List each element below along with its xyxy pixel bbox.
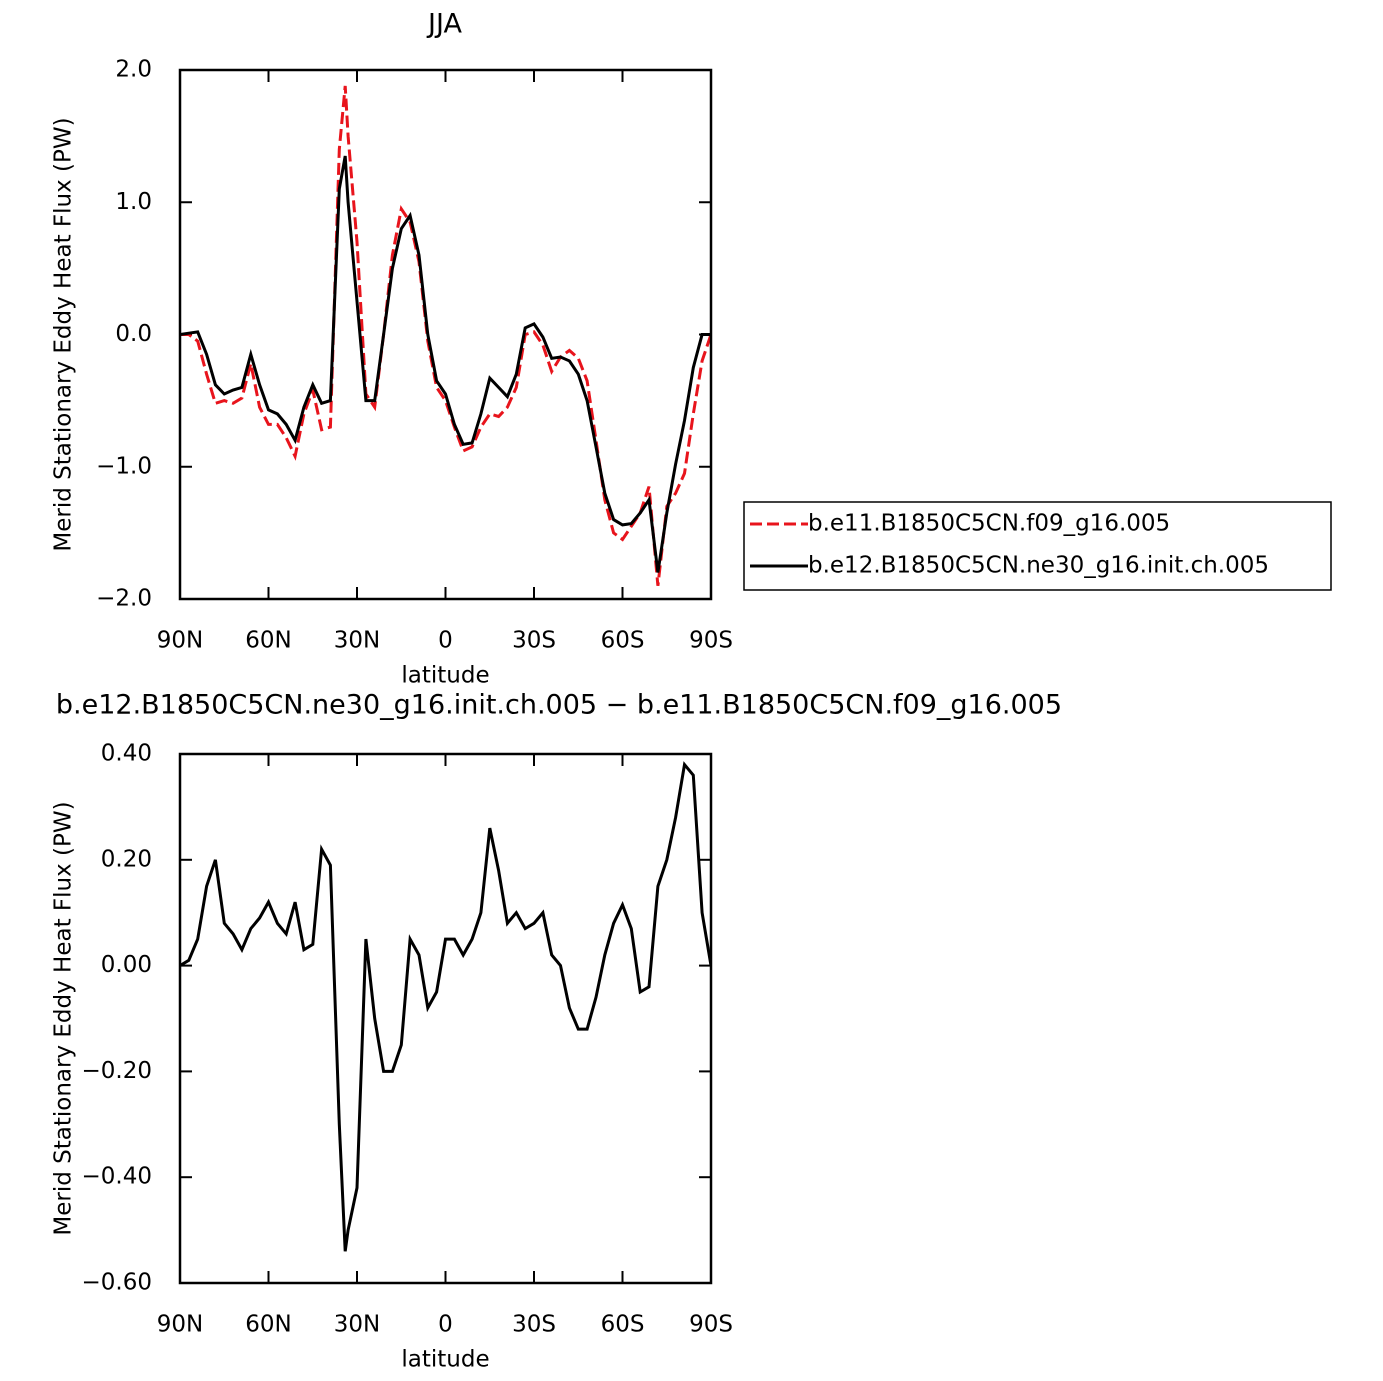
y-tick-label: −0.20 — [82, 1058, 152, 1084]
y-tick-label: 0.40 — [101, 741, 152, 767]
y-tick-label: −0.40 — [82, 1164, 152, 1190]
y-axis-label: Merid Stationary Eddy Heat Flux (PW) — [51, 117, 77, 551]
plot-frame — [178, 752, 713, 1285]
x-tick-label: 90S — [689, 1312, 733, 1338]
chart-title: b.e12.B1850C5CN.ne30_g16.init.ch.005 − b… — [56, 690, 1062, 721]
y-tick-label: 1.0 — [115, 189, 152, 215]
legend-box — [743, 501, 1332, 591]
x-tick-label: 60N — [245, 628, 291, 654]
y-axis-label: Merid Stationary Eddy Heat Flux (PW) — [51, 801, 77, 1235]
x-tick-label: 60S — [601, 1312, 645, 1338]
x-tick-label: 0 — [438, 1312, 453, 1338]
legend-label: b.e11.B1850C5CN.f09_g16.005 — [808, 511, 1170, 537]
series-line — [180, 155, 711, 573]
chart-title: JJA — [426, 9, 462, 40]
plot-frame — [178, 68, 713, 601]
y-tick-label: −1.0 — [96, 453, 152, 479]
x-tick-label: 30S — [512, 1312, 556, 1338]
x-axis-label: latitude — [401, 1347, 489, 1373]
y-tick-label: 0.20 — [101, 846, 152, 872]
series-line — [180, 85, 711, 586]
x-tick-label: 30S — [512, 628, 556, 654]
x-axis-label: latitude — [401, 663, 489, 689]
x-tick-label: 90N — [157, 1312, 203, 1338]
y-tick-label: −0.60 — [82, 1270, 152, 1296]
y-tick-label: 2.0 — [115, 57, 152, 83]
x-tick-label: 0 — [438, 628, 453, 654]
x-tick-label: 60N — [245, 1312, 291, 1338]
x-tick-label: 90S — [689, 628, 733, 654]
y-tick-label: 0.0 — [115, 321, 152, 347]
x-tick-label: 60S — [601, 628, 645, 654]
x-tick-label: 30N — [334, 628, 380, 654]
x-tick-label: 30N — [334, 1312, 380, 1338]
legend-label: b.e12.B1850C5CN.ne30_g16.init.ch.005 — [808, 553, 1269, 579]
y-tick-label: −2.0 — [96, 586, 152, 612]
y-tick-label: 0.00 — [101, 952, 152, 978]
x-tick-label: 90N — [157, 628, 203, 654]
series-line — [180, 761, 711, 1252]
